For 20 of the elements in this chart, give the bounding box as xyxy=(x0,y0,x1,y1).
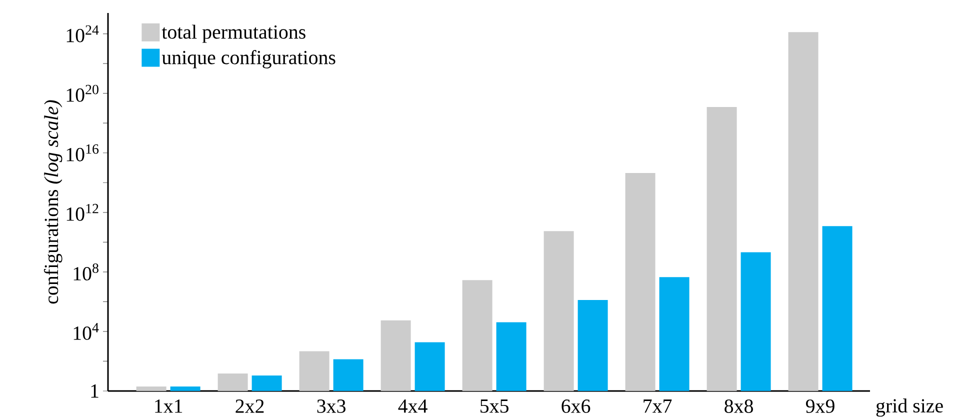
y-tick-label: 10$^{12}$ xyxy=(66,204,98,221)
y-axis-title: configurations (log scale) xyxy=(44,100,62,304)
x-tick-label: 6x6 xyxy=(562,400,590,413)
x-tick-label: 8x8 xyxy=(724,400,753,413)
x-tick-label: 1x1 xyxy=(155,400,182,413)
y-tick-label: 10$^{16}$ xyxy=(66,144,99,162)
y-tick-label: 10$^{20}$ xyxy=(66,84,98,102)
x-tick-label: 2x2 xyxy=(236,400,264,413)
x-axis-title: grid size xyxy=(876,398,943,417)
x-tick-label: 3x3 xyxy=(317,400,346,413)
x-tick-label: 9x9 xyxy=(806,400,834,413)
x-tick-label: 4x4 xyxy=(398,400,428,413)
x-tick-label: 5x5 xyxy=(480,400,508,413)
y-tick-label: 10$^{8}$ xyxy=(74,263,98,280)
x-tick-label: 7x7 xyxy=(644,400,672,413)
y-tick-label: 1 xyxy=(91,384,98,398)
y-tick-label: 10$^{4}$ xyxy=(74,323,99,340)
y-tick-label: 10$^{24}$ xyxy=(66,25,99,42)
legend-label: total permutations xyxy=(162,24,306,43)
legend-label: unique configurations xyxy=(162,50,336,68)
